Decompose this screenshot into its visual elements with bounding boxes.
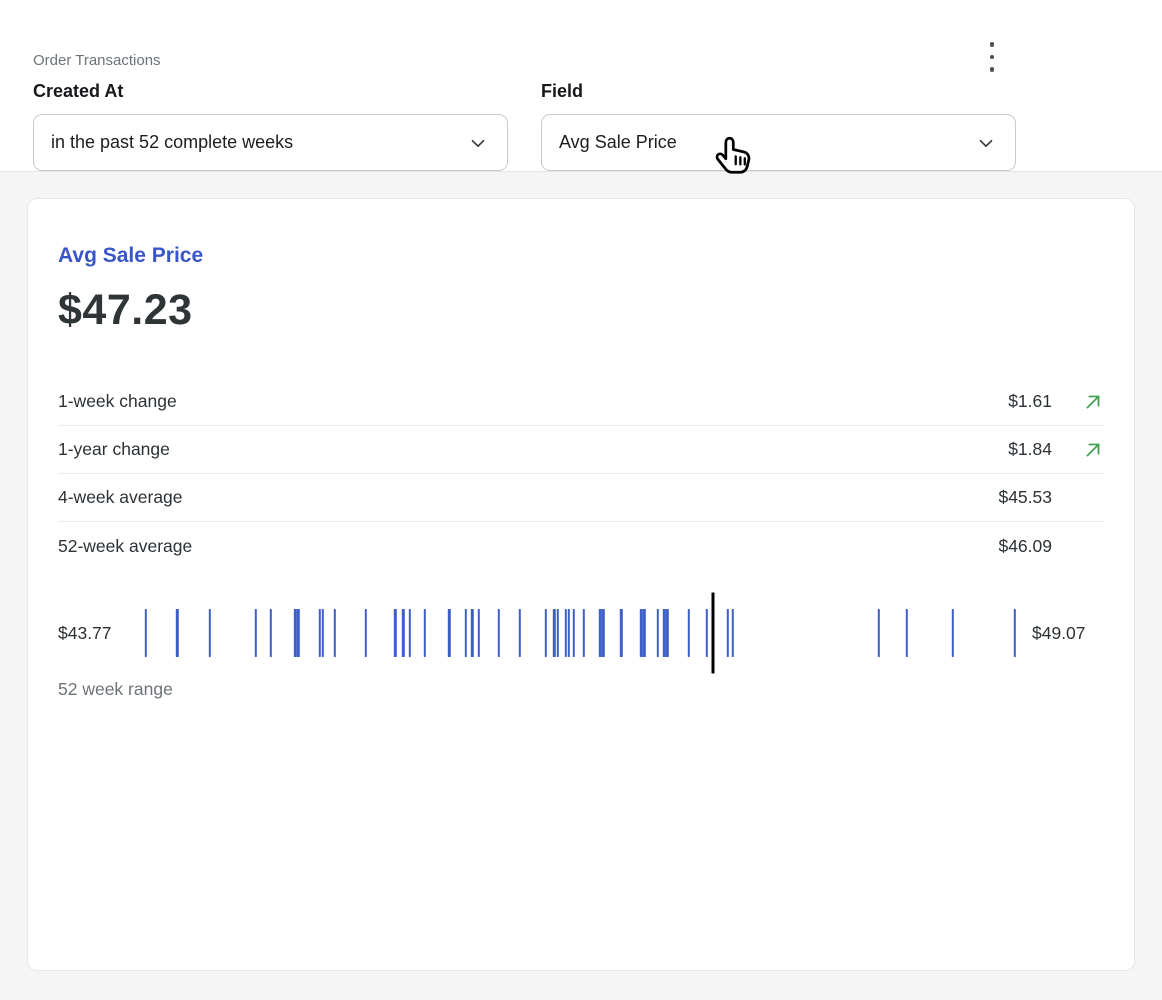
filter-bar: Order Transactions Created At in the pas… (0, 0, 1162, 172)
kpi-card: Avg Sale Price $47.23 1-week change $1.6… (27, 198, 1135, 971)
field-select-value: Avg Sale Price (559, 132, 677, 152)
field-filter-label: Field (541, 81, 584, 101)
range-caption: 52 week range (58, 679, 173, 699)
range-strip-plot (144, 592, 1017, 674)
source-label: Order Transactions (33, 52, 161, 69)
stat-row: 4-week average $45.53 (58, 474, 1104, 522)
kpi-stats-table: 1-week change $1.61 1-year change $1.84 … (58, 378, 1104, 570)
date-filter-select[interactable]: in the past 52 complete weeks (33, 114, 508, 171)
range-min-label: $43.77 (58, 622, 112, 643)
range-max-label: $49.07 (1032, 622, 1086, 643)
current-value-tick (711, 592, 715, 674)
stat-value: $1.84 (1008, 439, 1052, 459)
kebab-menu-icon[interactable] (982, 40, 1002, 74)
stat-value: $1.61 (1008, 391, 1052, 411)
stat-label: 1-week change (58, 391, 177, 411)
dashboard-body: Avg Sale Price $47.23 1-week change $1.6… (0, 172, 1162, 997)
stat-row: 1-year change $1.84 (58, 426, 1104, 474)
kpi-title-link[interactable]: Avg Sale Price (58, 244, 204, 267)
trend-up-icon (1074, 390, 1104, 414)
stat-label: 4-week average (58, 487, 183, 507)
chevron-down-icon (979, 139, 993, 147)
stat-row: 52-week average $46.09 (58, 522, 1104, 570)
field-select[interactable]: Avg Sale Price (541, 114, 1016, 171)
stat-label: 52-week average (58, 535, 193, 556)
stat-row: 1-week change $1.61 (58, 378, 1104, 426)
range-strip-row: $43.77 $49.07 (58, 592, 1104, 674)
stat-value: $46.09 (998, 535, 1052, 556)
stat-label: 1-year change (58, 439, 170, 459)
chevron-down-icon (471, 139, 485, 147)
date-filter-value: in the past 52 complete weeks (51, 132, 294, 152)
stat-value: $45.53 (998, 487, 1052, 507)
field-filter-group: Field Avg Sale Price (541, 26, 1016, 171)
kpi-current-value: $47.23 (58, 286, 193, 334)
trend-up-icon (1074, 438, 1104, 462)
date-filter-group: Order Transactions Created At in the pas… (33, 26, 508, 171)
date-filter-label: Created At (33, 81, 124, 101)
